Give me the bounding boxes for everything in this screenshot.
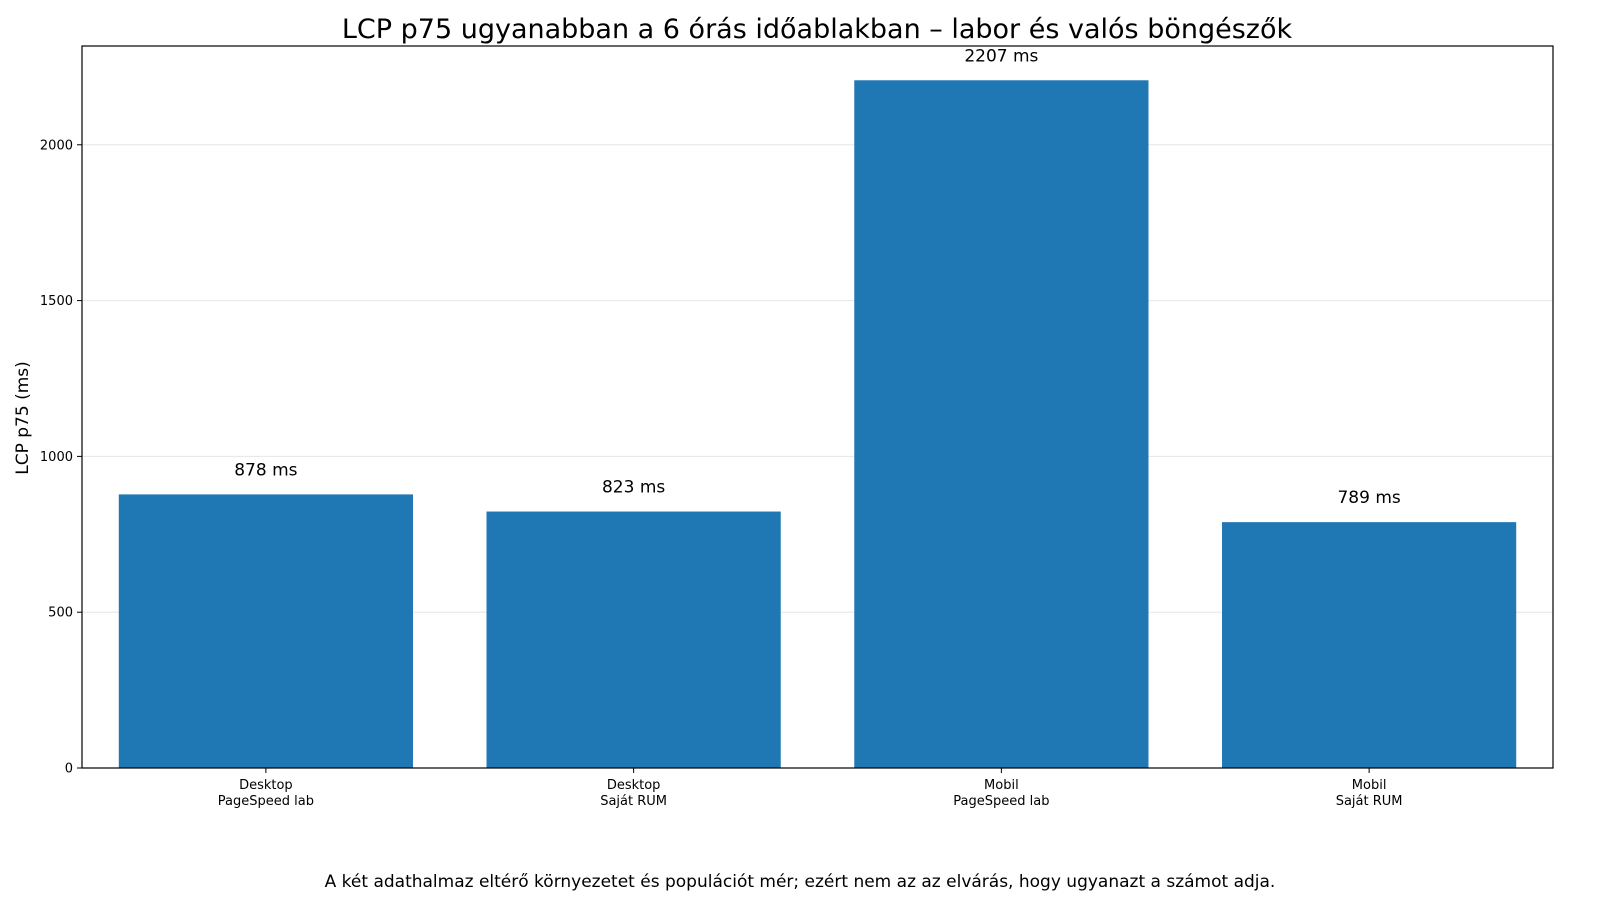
bar <box>854 80 1149 768</box>
chart-title: LCP p75 ugyanabban a 6 órás időablakban … <box>342 14 1293 45</box>
x-tick-label: Mobil PageSpeed lab <box>953 778 1049 809</box>
y-tick-label: 2000 <box>40 138 73 153</box>
data-labels: 878 ms 823 ms 2207 ms 789 ms <box>234 46 1401 508</box>
data-label: 878 ms <box>234 460 297 480</box>
bar <box>486 511 781 768</box>
x-tick-label: Desktop Saját RUM <box>600 778 667 809</box>
y-axis-label: LCP p75 (ms) <box>13 361 33 475</box>
y-tick-label: 1500 <box>40 294 73 309</box>
bar <box>118 494 413 768</box>
y-tick-label: 0 <box>65 762 73 777</box>
y-tick-label: 1000 <box>40 450 73 465</box>
data-label: 789 ms <box>1337 488 1400 508</box>
x-tick-label: Desktop PageSpeed lab <box>218 778 314 809</box>
x-tick-label: Mobil Saját RUM <box>1336 778 1403 809</box>
data-label: 823 ms <box>602 478 665 498</box>
data-label: 2207 ms <box>964 46 1038 66</box>
chart-caption: A két adathalmaz eltérő környezetet és p… <box>324 872 1276 892</box>
x-axis: Desktop PageSpeed lab Desktop Saját RUM Mobi… <box>218 768 1403 809</box>
y-tick-label: 500 <box>48 606 73 621</box>
bar <box>1222 522 1517 768</box>
bars <box>118 80 1517 768</box>
y-axis: 0 500 1000 1500 2000 <box>40 138 82 777</box>
plot-frame <box>81 45 1554 769</box>
